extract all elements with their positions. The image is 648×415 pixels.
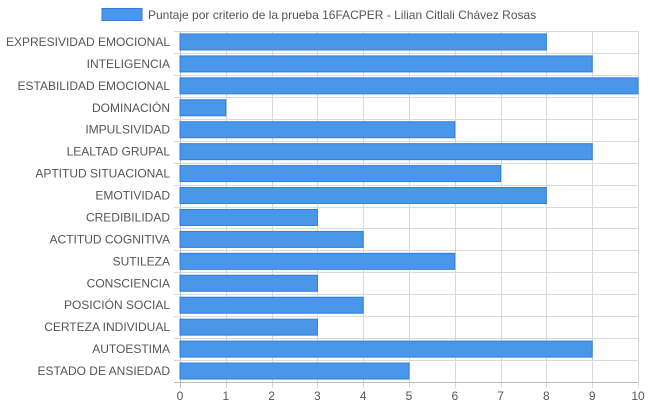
y-tick-label: AUTOESTIMA <box>92 342 170 356</box>
bar-credibilidad[interactable] <box>179 208 318 226</box>
x-tick-label: 5 <box>406 389 413 403</box>
x-tick-label: 9 <box>589 389 596 403</box>
x-tick-label: 6 <box>451 389 458 403</box>
bar-inteligencia[interactable] <box>179 55 593 73</box>
y-tick-label: APTITUD SITUACIONAL <box>35 167 170 181</box>
x-axis-labels: 0 1 2 3 4 5 6 7 8 9 10 <box>177 389 645 403</box>
x-tick-label: 0 <box>177 389 184 403</box>
x-tick-label: 4 <box>360 389 367 403</box>
bar-emotividad[interactable] <box>179 187 547 205</box>
y-tick-label: ESTABILIDAD EMOCIONAL <box>18 79 171 93</box>
x-tick-label: 10 <box>631 389 645 403</box>
bar-lealtad-grupal[interactable] <box>179 143 593 161</box>
x-tick-label: 8 <box>543 389 550 403</box>
bar-aptitud-situacional[interactable] <box>179 165 502 183</box>
bar-dominación[interactable] <box>179 99 227 117</box>
y-tick-label: POSICIÓN SOCIAL <box>64 297 170 312</box>
bar-autoestima[interactable] <box>179 340 593 358</box>
legend-label: Puntaje por criterio de la prueba 16FACP… <box>148 8 536 22</box>
y-tick-label: CERTEZA INDIVIDUAL <box>44 320 170 334</box>
x-tick-label: 3 <box>314 389 321 403</box>
y-tick-label: SUTILEZA <box>113 254 170 268</box>
x-tick-label: 2 <box>268 389 275 403</box>
bar-impulsividad[interactable] <box>179 121 456 139</box>
y-tick-label: IMPULSIVIDAD <box>85 123 170 137</box>
bar-estado-de-ansiedad[interactable] <box>179 362 410 380</box>
legend-swatch <box>101 8 143 21</box>
bar-expresividad-emocional[interactable] <box>179 33 547 51</box>
y-tick-label: ACTITUD COGNITIVA <box>50 232 170 246</box>
y-tick-label: INTELIGENCIA <box>87 57 170 71</box>
y-tick-label: EXPRESIVIDAD EMOCIONAL <box>6 35 170 49</box>
legend[interactable]: Puntaje por criterio de la prueba 16FACP… <box>101 8 536 22</box>
bar-certeza-individual[interactable] <box>179 318 318 336</box>
bar-posición-social[interactable] <box>179 296 364 314</box>
y-tick-label: LEALTAD GRUPAL <box>67 145 171 159</box>
x-tick-label: 7 <box>497 389 504 403</box>
bar-sutileza[interactable] <box>179 252 456 270</box>
bar-estabilidad-emocional[interactable] <box>179 77 639 95</box>
bars <box>179 33 639 380</box>
bar-actitud-cognitiva[interactable] <box>179 230 364 248</box>
y-axis-labels: EXPRESIVIDAD EMOCIONAL INTELIGENCIA ESTABI… <box>6 35 170 378</box>
bar-consciencia[interactable] <box>179 274 318 292</box>
y-tick-label: DOMINACIÓN <box>92 100 170 115</box>
y-tick-label: CONSCIENCIA <box>87 276 170 290</box>
y-tick-label: EMOTIVIDAD <box>95 189 170 203</box>
y-tick-label: CREDIBILIDAD <box>86 210 170 224</box>
x-tick-label: 1 <box>222 389 229 403</box>
y-tick-label: ESTADO DE ANSIEDAD <box>38 364 171 378</box>
